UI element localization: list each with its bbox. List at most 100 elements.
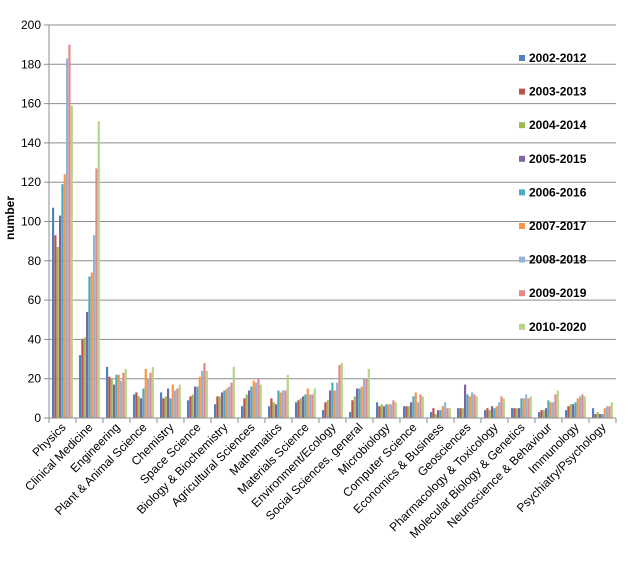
bar bbox=[149, 372, 152, 418]
bar bbox=[90, 272, 93, 418]
bar bbox=[274, 404, 278, 418]
bar bbox=[213, 404, 217, 418]
bar bbox=[456, 408, 460, 418]
bar bbox=[500, 396, 503, 418]
bar bbox=[355, 388, 359, 418]
y-tick-label: 200 bbox=[21, 18, 41, 32]
legend-swatch bbox=[519, 55, 525, 61]
bar bbox=[338, 364, 341, 418]
legend-swatch bbox=[519, 256, 525, 263]
y-tick-label: 60 bbox=[28, 293, 42, 307]
bar bbox=[85, 311, 89, 418]
bar bbox=[95, 168, 98, 418]
bar bbox=[529, 396, 532, 418]
bar bbox=[525, 394, 528, 418]
grid-layer bbox=[44, 24, 616, 419]
bar bbox=[193, 386, 197, 418]
bar bbox=[387, 404, 390, 418]
bar bbox=[475, 396, 478, 418]
bar bbox=[473, 394, 476, 418]
bar bbox=[544, 408, 548, 418]
bar bbox=[448, 408, 451, 418]
bar bbox=[93, 235, 96, 418]
y-tick-label: 180 bbox=[21, 57, 41, 71]
legend-label: 2007-2017 bbox=[529, 219, 587, 233]
bar bbox=[564, 410, 568, 418]
bar bbox=[488, 410, 491, 418]
bar bbox=[441, 406, 444, 418]
bar bbox=[306, 388, 309, 418]
bar bbox=[313, 388, 316, 418]
bar bbox=[419, 394, 422, 418]
bar bbox=[220, 392, 224, 418]
bar bbox=[358, 388, 361, 418]
bar bbox=[502, 398, 505, 418]
bar bbox=[63, 174, 66, 418]
bar bbox=[434, 414, 437, 418]
bar bbox=[147, 378, 150, 418]
bar bbox=[375, 402, 379, 418]
bar bbox=[279, 392, 282, 418]
bar bbox=[567, 406, 570, 418]
bar bbox=[218, 396, 221, 418]
bar bbox=[162, 398, 165, 418]
bar bbox=[240, 406, 244, 418]
bar bbox=[282, 390, 285, 418]
bar bbox=[392, 400, 395, 418]
bar bbox=[601, 414, 604, 418]
legend-swatch bbox=[519, 223, 525, 229]
bar bbox=[581, 394, 584, 418]
bar bbox=[142, 388, 145, 418]
bar bbox=[58, 215, 62, 418]
bar bbox=[463, 384, 467, 418]
bar bbox=[245, 394, 248, 418]
bar bbox=[574, 402, 577, 418]
bar bbox=[598, 414, 602, 418]
bar bbox=[174, 390, 177, 418]
bar bbox=[122, 372, 125, 418]
legend-label: 2006-2016 bbox=[529, 185, 587, 199]
bar bbox=[333, 390, 336, 418]
bar bbox=[363, 378, 366, 418]
legend-label: 2002-2012 bbox=[529, 51, 587, 65]
bar bbox=[297, 400, 300, 418]
bar bbox=[421, 396, 424, 418]
bar bbox=[203, 362, 206, 418]
bar bbox=[461, 408, 464, 418]
bar bbox=[144, 368, 147, 419]
bar bbox=[486, 408, 489, 418]
bar bbox=[579, 396, 582, 418]
bar bbox=[171, 384, 174, 418]
bar bbox=[267, 406, 271, 418]
bar bbox=[294, 402, 298, 418]
bar bbox=[216, 396, 219, 418]
bar bbox=[105, 366, 109, 418]
y-tick-label: 0 bbox=[34, 411, 41, 425]
bar bbox=[270, 398, 273, 418]
bar bbox=[493, 408, 496, 418]
bar bbox=[311, 394, 314, 418]
bar bbox=[88, 276, 91, 418]
bar bbox=[436, 410, 440, 418]
bar bbox=[596, 412, 599, 418]
bar bbox=[498, 402, 501, 418]
bar bbox=[70, 105, 73, 418]
bar bbox=[414, 392, 417, 418]
bar bbox=[483, 410, 487, 418]
bar bbox=[513, 408, 516, 418]
axis-layer bbox=[48, 25, 617, 423]
bar bbox=[409, 402, 413, 418]
bar bbox=[405, 406, 408, 418]
bar bbox=[252, 380, 255, 418]
bar bbox=[547, 400, 550, 418]
bar bbox=[471, 392, 474, 418]
bar bbox=[196, 386, 199, 418]
bar bbox=[232, 366, 235, 418]
bar bbox=[591, 408, 595, 418]
bar bbox=[417, 402, 420, 418]
bar bbox=[340, 362, 343, 418]
bars-layer bbox=[51, 44, 613, 419]
